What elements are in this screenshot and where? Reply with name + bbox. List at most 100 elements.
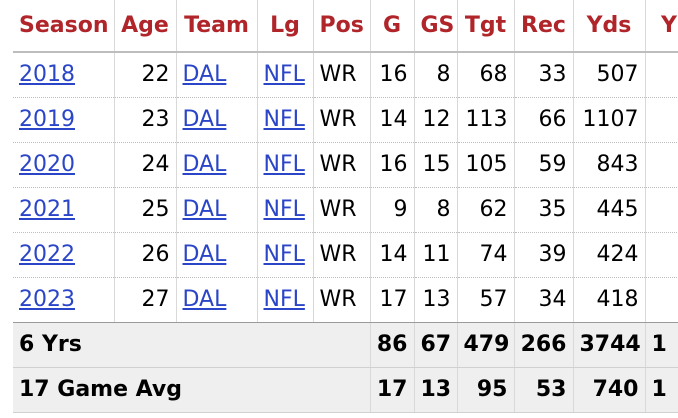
league-link[interactable]: NFL	[263, 242, 305, 267]
yards-cell: 507	[573, 52, 646, 98]
table-footer: 6 Yrs 86 67 479 266 3744 1 17 Game Avg 1…	[13, 322, 678, 413]
team-cell: DAL	[176, 232, 258, 278]
team-cell: DAL	[176, 187, 258, 233]
games-cell: 14	[370, 97, 415, 143]
season-cell: 2022	[13, 232, 115, 278]
header-lg[interactable]: Lg	[257, 0, 314, 53]
total-partial: 1	[645, 322, 678, 368]
season-link[interactable]: 2022	[19, 242, 75, 267]
receptions-cell: 35	[514, 187, 574, 233]
targets-cell: 68	[457, 52, 515, 98]
header-rec[interactable]: Rec	[514, 0, 574, 53]
header-g[interactable]: G	[370, 0, 415, 53]
total-games-started: 67	[414, 322, 458, 368]
avg-games: 17	[370, 367, 415, 413]
age-cell: 25	[114, 187, 177, 233]
games-cell: 14	[370, 232, 415, 278]
league-cell: NFL	[257, 142, 314, 188]
total-receptions: 266	[514, 322, 574, 368]
partial-cell	[645, 277, 678, 323]
yards-cell: 445	[573, 187, 646, 233]
partial-cell	[645, 232, 678, 278]
league-link[interactable]: NFL	[263, 107, 305, 132]
totals-label: 6 Yrs	[13, 322, 371, 368]
yards-cell: 843	[573, 142, 646, 188]
targets-cell: 113	[457, 97, 515, 143]
position-cell: WR	[313, 277, 371, 323]
team-cell: DAL	[176, 52, 258, 98]
team-link[interactable]: DAL	[182, 242, 227, 267]
games-started-cell: 13	[414, 277, 458, 323]
games-started-cell: 8	[414, 52, 458, 98]
targets-cell: 105	[457, 142, 515, 188]
age-cell: 24	[114, 142, 177, 188]
age-cell: 27	[114, 277, 177, 323]
table-row: 2022 26 DAL NFL WR 14 11 74 39 424	[13, 232, 678, 278]
partial-cell	[645, 142, 678, 188]
season-cell: 2021	[13, 187, 115, 233]
position-cell: WR	[313, 142, 371, 188]
header-partial[interactable]: Y	[645, 0, 678, 53]
season-link[interactable]: 2019	[19, 107, 75, 132]
receptions-cell: 34	[514, 277, 574, 323]
team-link[interactable]: DAL	[182, 62, 227, 88]
league-cell: NFL	[257, 52, 314, 98]
receiving-stats-table: Season Age Team Lg Pos G GS Tgt Rec Yds …	[13, 0, 678, 413]
league-cell: NFL	[257, 277, 314, 323]
team-cell: DAL	[176, 142, 258, 188]
targets-cell: 62	[457, 187, 515, 233]
targets-cell: 74	[457, 232, 515, 278]
team-link[interactable]: DAL	[182, 107, 227, 132]
header-tgt[interactable]: Tgt	[457, 0, 515, 53]
yards-cell: 424	[573, 232, 646, 278]
header-gs[interactable]: GS	[414, 0, 458, 53]
position-cell: WR	[313, 52, 371, 98]
league-link[interactable]: NFL	[263, 287, 305, 312]
header-yds[interactable]: Yds	[573, 0, 646, 53]
table-row: 2019 23 DAL NFL WR 14 12 113 66 1107	[13, 97, 678, 143]
age-cell: 26	[114, 232, 177, 278]
table-body: 2018 22 DAL NFL WR 16 8 68 33 507 2019 2…	[13, 52, 678, 323]
table-row: 2020 24 DAL NFL WR 16 15 105 59 843	[13, 142, 678, 188]
games-cell: 16	[370, 142, 415, 188]
position-cell: WR	[313, 97, 371, 143]
yards-cell: 1107	[573, 97, 646, 143]
header-pos[interactable]: Pos	[313, 0, 371, 53]
table-row: 2021 25 DAL NFL WR 9 8 62 35 445	[13, 187, 678, 233]
season-link[interactable]: 2020	[19, 152, 75, 177]
games-cell: 16	[370, 52, 415, 98]
average-row: 17 Game Avg 17 13 95 53 740 1	[13, 367, 678, 413]
season-cell: 2018	[13, 52, 115, 98]
games-started-cell: 8	[414, 187, 458, 233]
league-link[interactable]: NFL	[263, 152, 305, 177]
league-link[interactable]: NFL	[263, 62, 305, 88]
team-link[interactable]: DAL	[182, 287, 227, 312]
season-cell: 2023	[13, 277, 115, 323]
partial-cell	[645, 52, 678, 98]
season-link[interactable]: 2021	[19, 197, 75, 222]
average-label: 17 Game Avg	[13, 367, 371, 413]
header-team[interactable]: Team	[176, 0, 258, 53]
header-season[interactable]: Season	[13, 0, 115, 53]
avg-partial: 1	[645, 367, 678, 413]
season-link[interactable]: 2018	[19, 62, 75, 88]
receptions-cell: 66	[514, 97, 574, 143]
team-link[interactable]: DAL	[182, 197, 227, 222]
games-cell: 17	[370, 277, 415, 323]
league-link[interactable]: NFL	[263, 197, 305, 222]
targets-cell: 57	[457, 277, 515, 323]
header-age[interactable]: Age	[114, 0, 177, 53]
age-cell: 22	[114, 52, 177, 98]
league-cell: NFL	[257, 97, 314, 143]
position-cell: WR	[313, 232, 371, 278]
avg-yards: 740	[573, 367, 646, 413]
avg-games-started: 13	[414, 367, 458, 413]
games-started-cell: 12	[414, 97, 458, 143]
team-link[interactable]: DAL	[182, 152, 227, 177]
games-started-cell: 11	[414, 232, 458, 278]
receptions-cell: 33	[514, 52, 574, 98]
table-row: 2018 22 DAL NFL WR 16 8 68 33 507	[13, 52, 678, 98]
season-link[interactable]: 2023	[19, 287, 75, 312]
games-cell: 9	[370, 187, 415, 233]
age-cell: 23	[114, 97, 177, 143]
